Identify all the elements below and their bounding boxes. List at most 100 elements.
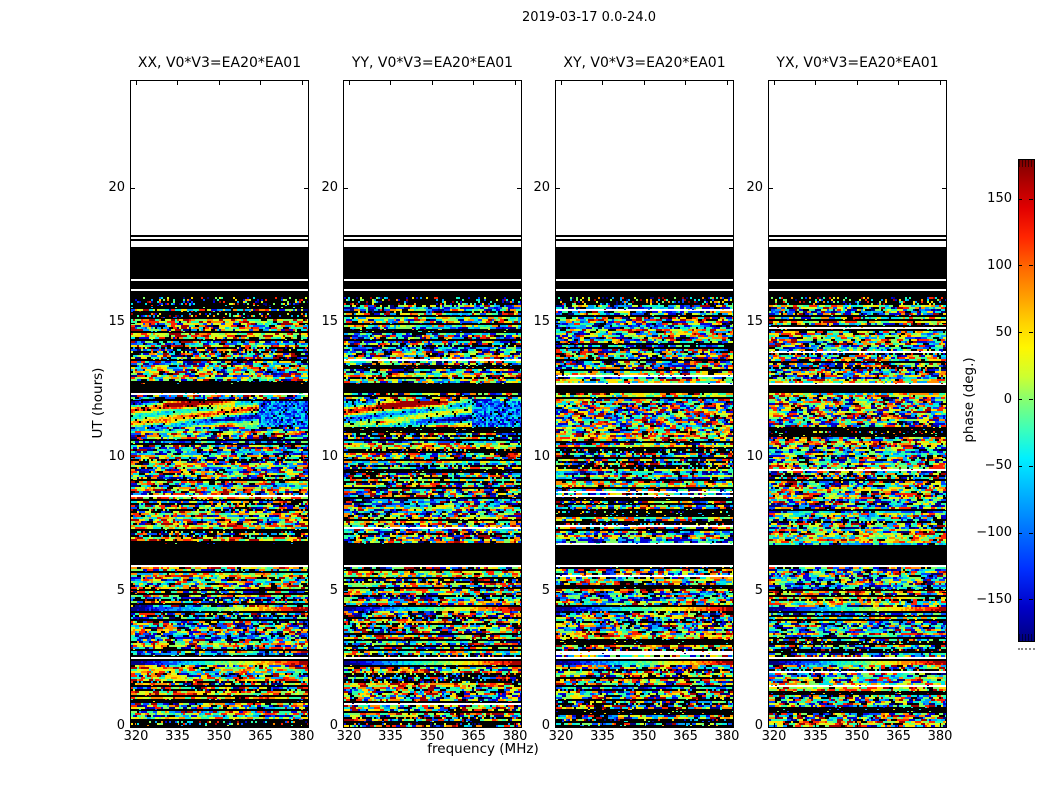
y-tickmark: [131, 322, 135, 324]
colorbar-tickmark: [1018, 399, 1022, 400]
x-tick-label: 380: [927, 729, 953, 744]
y-tick-label: 10: [533, 448, 550, 464]
x-tickmark: [348, 723, 350, 727]
colorbar-tickmark: [1029, 465, 1033, 467]
subplot-title-xx: XX, V0*V3=EA20*EA01: [137, 55, 302, 71]
x-tickmark: [301, 81, 303, 85]
y-tick-label: 10: [108, 448, 125, 464]
y-tickmark: [729, 726, 733, 728]
y-tick-label: 5: [754, 583, 763, 599]
x-tick-label: 335: [165, 729, 190, 744]
x-tick-label: 380: [714, 729, 740, 744]
x-tick-label: 350: [631, 729, 657, 744]
x-tickmark: [348, 81, 350, 85]
colorbar-tickmark: [1029, 599, 1033, 601]
x-tickmark: [726, 81, 728, 85]
heatmap-canvas: [131, 81, 308, 727]
x-tick-label: 350: [844, 729, 870, 744]
y-tickmark: [304, 591, 308, 593]
x-tick-label: 365: [248, 729, 273, 744]
heatmap-canvas: [344, 81, 521, 727]
colorbar-tickmark: [1018, 532, 1022, 534]
x-tick-label: 380: [289, 729, 315, 744]
x-tickmark: [260, 723, 261, 727]
colorbar-tick-label: 0: [1003, 391, 1012, 407]
y-tick-label: 5: [116, 583, 125, 599]
y-tickmark: [942, 188, 946, 190]
y-tick-label: 15: [533, 314, 550, 330]
y-tick-label: 5: [541, 583, 550, 599]
x-tickmark: [773, 81, 775, 85]
y-tickmark: [729, 188, 733, 190]
y-tickmark: [769, 591, 773, 593]
x-tick-label: 365: [886, 729, 911, 744]
x-tickmark: [473, 723, 474, 727]
y-tick-label: 20: [108, 179, 125, 195]
y-tickmark: [942, 457, 946, 459]
colorbar-tick-label: 150: [987, 191, 1012, 207]
y-tickmark: [344, 726, 348, 728]
colorbar-tick-label: 50: [995, 324, 1012, 340]
y-tick-label: 10: [321, 448, 338, 464]
x-tickmark: [301, 723, 303, 727]
y-tick-label: 20: [533, 179, 550, 195]
colorbar: [1018, 159, 1035, 642]
heatmap-canvas: [769, 81, 946, 727]
x-tickmark: [939, 723, 941, 727]
y-tickmark: [517, 726, 521, 728]
colorbar-tickmark: [1029, 399, 1033, 400]
x-tickmark: [602, 723, 603, 727]
y-tickmark: [556, 457, 560, 459]
x-tickmark: [473, 81, 474, 85]
colorbar-tick-label: −150: [976, 591, 1012, 607]
x-tickmark: [643, 81, 645, 85]
x-tickmark: [260, 81, 261, 85]
y-tickmark: [344, 457, 348, 459]
y-tickmark: [729, 457, 733, 459]
y-tick-label: 5: [329, 583, 338, 599]
y-tickmark: [942, 591, 946, 593]
x-tickmark: [726, 723, 728, 727]
y-tick-label: 15: [746, 314, 763, 330]
x-tickmark: [218, 723, 220, 727]
x-tickmark: [135, 723, 137, 727]
x-tick-label: 320: [548, 729, 574, 744]
y-tickmark: [517, 188, 521, 190]
x-tickmark: [856, 723, 858, 727]
subplot-axes-xx: [130, 80, 309, 728]
y-tick-label: 0: [754, 718, 763, 733]
x-tickmark: [815, 723, 816, 727]
y-tickmark: [942, 322, 946, 324]
colorbar-tickmark: [1018, 599, 1022, 601]
x-tickmark: [135, 81, 137, 85]
x-tickmark: [514, 723, 516, 727]
y-tickmark: [556, 591, 560, 593]
y-tickmark: [942, 726, 946, 728]
x-tickmark: [773, 723, 775, 727]
subplot-axes-yy: [343, 80, 522, 728]
y-tick-label: 10: [746, 448, 763, 464]
y-tick-label: 20: [321, 179, 338, 195]
y-tickmark: [304, 188, 308, 190]
x-tick-label: 365: [673, 729, 698, 744]
x-tickmark: [431, 81, 433, 85]
y-tickmark: [304, 726, 308, 728]
x-tickmark: [856, 81, 858, 85]
x-tickmark: [177, 723, 178, 727]
y-tickmark: [131, 188, 135, 190]
subplot-title-yy: YY, V0*V3=EA20*EA01: [351, 55, 514, 71]
colorbar-tickmark: [1029, 265, 1033, 267]
colorbar-tick-label: 100: [987, 257, 1012, 273]
x-axis-label: frequency (MHz): [427, 741, 539, 757]
x-tickmark: [939, 81, 941, 85]
y-tickmark: [517, 322, 521, 324]
colorbar-top-hatch: [1019, 160, 1034, 167]
x-tickmark: [898, 723, 899, 727]
colorbar-tickmark: [1029, 332, 1033, 334]
y-tick-label: 20: [746, 179, 763, 195]
colorbar-tickmark: [1018, 332, 1022, 334]
subplot-axes-yx: [768, 80, 947, 728]
y-tickmark: [769, 322, 773, 324]
subplot-axes-xy: [555, 80, 734, 728]
